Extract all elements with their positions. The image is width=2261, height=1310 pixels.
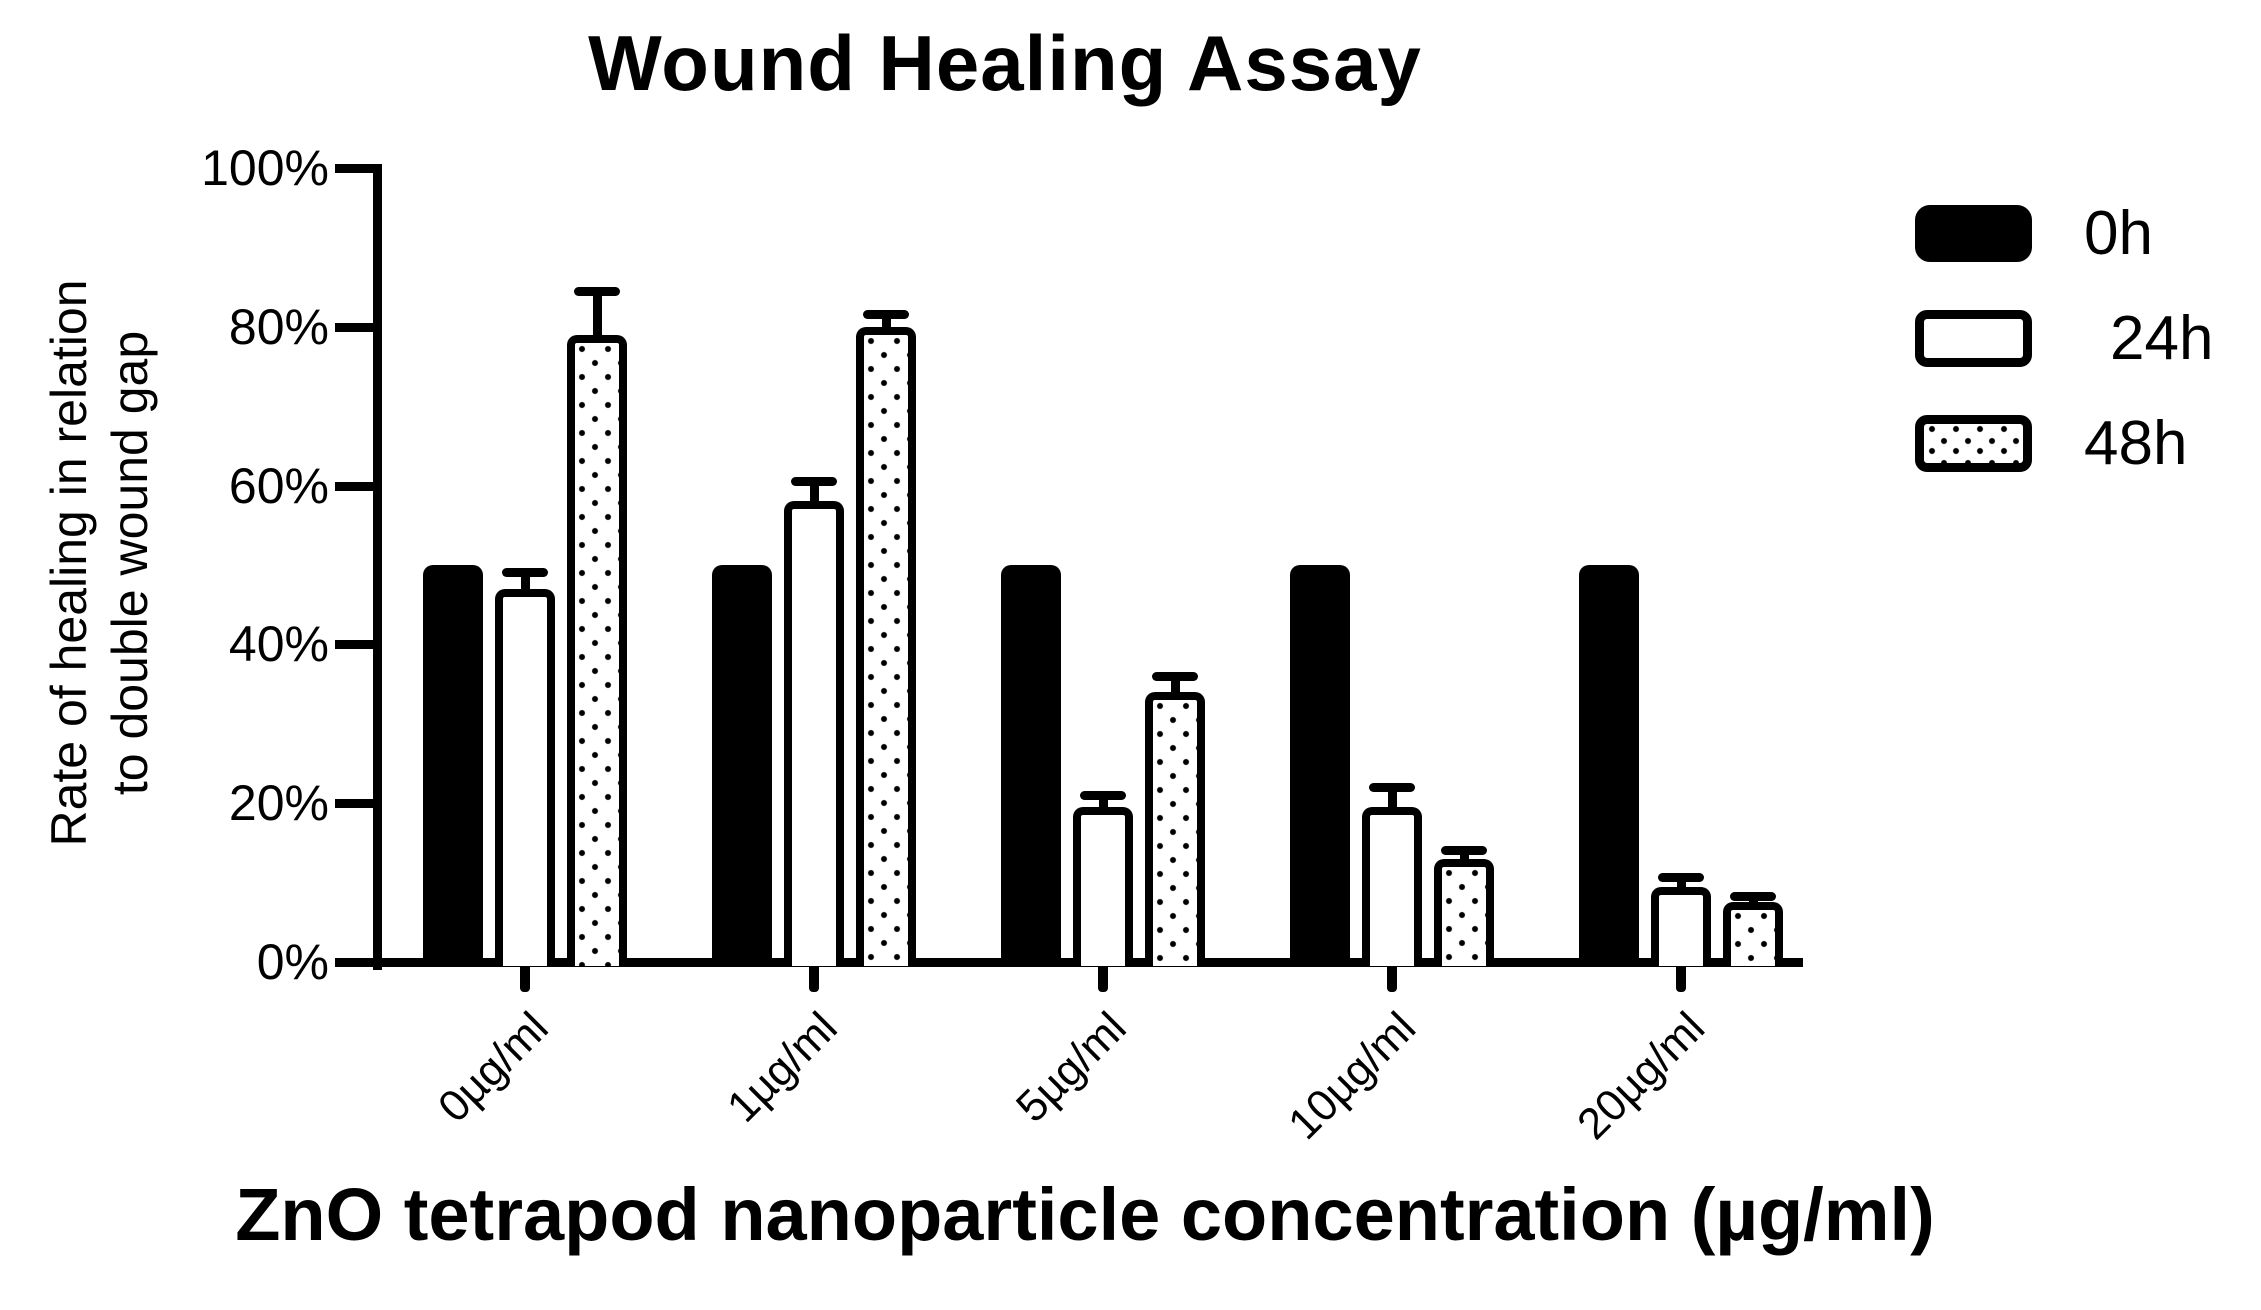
bar-24h-1µg/ml — [784, 501, 844, 966]
y-axis-title-line-1: Rate of healing in relation — [41, 279, 97, 847]
bar-48h-20µg/ml — [1723, 902, 1783, 966]
x-tick-mark — [520, 962, 530, 992]
bar-48h-10µg/ml — [1434, 858, 1494, 966]
chart-title: Wound Healing Assay — [588, 19, 1422, 107]
y-tick-mark — [335, 322, 373, 332]
legend-label: 0h — [2084, 199, 2153, 268]
error-bar-cap — [1441, 846, 1487, 856]
bar-48h-1µg/ml — [856, 326, 916, 966]
y-axis-title-line-2: to double wound gap — [102, 330, 158, 796]
error-bar-stem — [1098, 795, 1108, 816]
bar-48h-5µg/ml — [1145, 692, 1205, 966]
y-tick-label: 80% — [228, 298, 329, 355]
x-tick-mark — [809, 962, 819, 992]
bar-24h-5µg/ml — [1073, 807, 1133, 966]
x-tick-label: 10µg/ml — [1278, 1003, 1425, 1149]
error-bar-stem — [881, 314, 891, 335]
error-bar-cap — [1369, 782, 1415, 792]
bar-0h-10µg/ml — [1290, 565, 1350, 966]
error-bar-stem — [1676, 877, 1686, 895]
legend-label: 24h — [2110, 304, 2214, 373]
legend-swatch-solid-black — [1915, 205, 2032, 262]
error-bar-stem — [1459, 850, 1469, 867]
bar-48h-0µg/ml — [567, 334, 627, 966]
error-bar-cap — [1080, 790, 1126, 800]
error-bar-cap — [863, 310, 909, 320]
legend-swatch-white — [1915, 310, 2032, 367]
legend: 0h 24h 48h — [1915, 198, 2213, 513]
bar-24h-0µg/ml — [495, 588, 555, 966]
bar-24h-20µg/ml — [1651, 886, 1711, 966]
legend-swatch-dotted — [1915, 415, 2032, 472]
bar-0h-5µg/ml — [1001, 565, 1061, 966]
y-tick-label: 100% — [201, 140, 329, 196]
error-bar-cap — [502, 568, 548, 578]
x-tick-label: 5µg/ml — [1006, 1003, 1136, 1132]
error-bar-stem — [1748, 896, 1758, 911]
x-tick-label: 1µg/ml — [717, 1003, 847, 1132]
legend-item-24h: 24h — [1915, 303, 2213, 374]
legend-item-0h: 0h — [1915, 198, 2213, 269]
bar-24h-10µg/ml — [1362, 807, 1422, 966]
bar-0h-1µg/ml — [712, 565, 772, 966]
y-tick-label: 40% — [228, 616, 329, 673]
x-axis-title: ZnO tetrapod nanoparticle concentration … — [235, 1173, 1935, 1256]
bar-0h-20µg/ml — [1579, 565, 1639, 966]
error-bar-cap — [1152, 671, 1198, 681]
error-bar-cap — [1730, 891, 1776, 901]
x-tick-label: 20µg/ml — [1567, 1003, 1714, 1149]
y-tick-mark — [335, 164, 373, 173]
x-tick-mark — [1387, 962, 1397, 992]
error-bar-cap — [574, 286, 620, 296]
x-tick-mark — [1676, 962, 1686, 992]
y-tick-mark — [335, 640, 373, 650]
error-bar-stem — [592, 291, 602, 343]
y-tick-label: 0% — [256, 934, 329, 990]
bar-0h-0µg/ml — [423, 565, 483, 966]
y-tick-label: 20% — [228, 775, 329, 832]
error-bar-cap — [791, 477, 837, 487]
error-bar-stem — [809, 481, 819, 510]
y-tick-mark — [335, 799, 373, 809]
error-bar-stem — [1170, 676, 1180, 701]
legend-item-48h: 48h — [1915, 408, 2213, 479]
x-tick-mark — [1098, 962, 1108, 992]
y-axis-title: Rate of healing in relation to double wo… — [39, 279, 161, 846]
y-tick-label: 60% — [228, 457, 329, 514]
error-bar-stem — [520, 572, 530, 597]
y-tick-mark — [335, 958, 373, 967]
y-axis-line — [373, 164, 382, 970]
y-tick-mark — [335, 481, 373, 491]
error-bar-cap — [1658, 872, 1704, 882]
legend-label: 48h — [2084, 409, 2188, 478]
x-tick-label: 0µg/ml — [428, 1003, 558, 1132]
error-bar-stem — [1387, 787, 1397, 816]
